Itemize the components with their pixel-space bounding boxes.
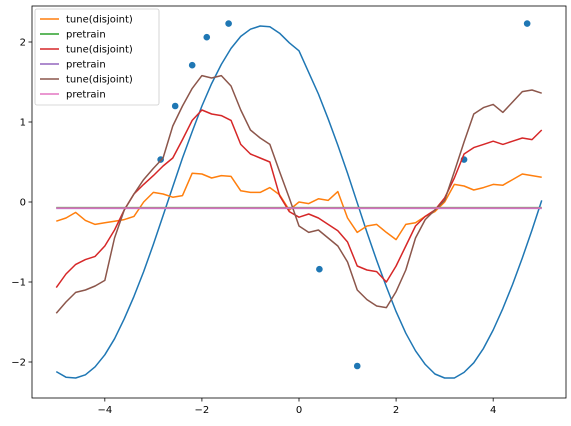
y-tick-label: −2 bbox=[11, 358, 26, 369]
series-line-6-tune-disjoint- bbox=[55, 74, 542, 314]
series-line-4-tune-disjoint- bbox=[55, 109, 543, 289]
x-tick-label: −2 bbox=[195, 405, 210, 416]
x-tick-label: 2 bbox=[393, 405, 399, 416]
scatter-point-4 bbox=[203, 33, 211, 41]
legend-label: pretrain bbox=[66, 90, 106, 101]
legend-box bbox=[34, 8, 160, 106]
legend-label: pretrain bbox=[66, 60, 106, 71]
scatter-point-5 bbox=[225, 20, 232, 27]
series-group bbox=[55, 20, 543, 379]
y-tick-label: −1 bbox=[11, 278, 26, 289]
scatter-point-2 bbox=[171, 102, 179, 110]
legend-label: tune(disjoint) bbox=[66, 15, 133, 26]
x-tick-label: 0 bbox=[296, 405, 302, 416]
scatter-point-9 bbox=[523, 20, 531, 27]
series-line-0-curve bbox=[55, 25, 543, 379]
scatter-point-3 bbox=[188, 61, 196, 69]
legend-label: pretrain bbox=[66, 30, 106, 41]
legend-label: tune(disjoint) bbox=[66, 75, 133, 86]
legend-label: tune(disjoint) bbox=[66, 45, 133, 56]
y-tick-label: 1 bbox=[20, 118, 26, 129]
legend: tune(disjoint) pretrain tune(disjoint) pret… bbox=[34, 8, 160, 106]
plot-area bbox=[55, 20, 543, 379]
x-tick-label: −4 bbox=[97, 405, 112, 416]
axes: −4 −2 0 2 4 −2 −1 0 1 2 bbox=[11, 5, 567, 416]
scatter-point-6 bbox=[316, 265, 323, 273]
y-tick-label: 0 bbox=[20, 198, 26, 209]
scatter-point-7 bbox=[353, 362, 361, 370]
y-tick-label: 2 bbox=[20, 38, 26, 49]
series-line-2-tune-disjoint- bbox=[56, 172, 542, 241]
x-tick-label: 4 bbox=[490, 405, 496, 416]
